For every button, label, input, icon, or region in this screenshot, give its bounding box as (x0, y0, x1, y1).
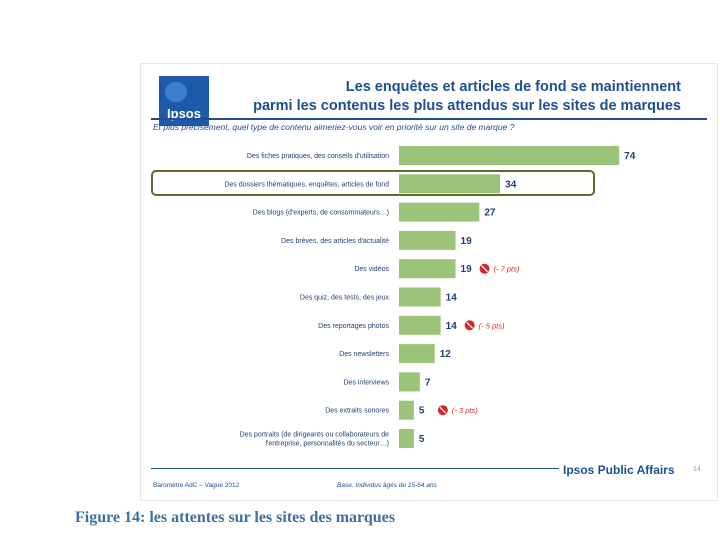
chart-title-line1: Les enquêtes et articles de fond se main… (345, 79, 681, 95)
logo-mark-icon (165, 82, 187, 102)
bar (399, 400, 414, 420)
value-label: 27 (484, 208, 496, 219)
bar (399, 372, 420, 392)
value-label: 74 (624, 151, 636, 162)
figure-caption: Figure 14: les attentes sur les sites de… (75, 509, 395, 526)
category-label: Des portraits (de dirigeants ou collabor… (240, 432, 390, 448)
value-label: 5 (419, 406, 425, 417)
category-label: Des vidéos (354, 266, 389, 273)
value-label: 5 (419, 434, 425, 445)
category-label: Des extraits sonores (325, 408, 389, 415)
decrease-icon-stroke (439, 406, 447, 414)
value-label: 12 (440, 349, 452, 360)
logo-text: Ipsos (167, 106, 201, 121)
decrease-icon-stroke (466, 321, 474, 329)
chart-slide: Ipsos Les enquêtes et articles de fond s… (140, 63, 718, 501)
bar (399, 174, 501, 194)
bar-chart: Des fiches pratiques, des conseils d'uti… (224, 146, 636, 448)
bar (399, 202, 480, 222)
decrease-icon-stroke (481, 265, 488, 273)
value-label: 19 (461, 264, 473, 275)
value-label: 7 (425, 377, 431, 388)
bar (399, 230, 456, 250)
chart-title-line2: parmi les contenus les plus attendus sur… (253, 98, 681, 114)
footer-base: Base: Individus âgés de 15-64 ans (337, 482, 437, 489)
bar (399, 259, 456, 279)
chart-title: Les enquêtes et articles de fond se main… (221, 78, 681, 116)
category-label: Des blogs (d'experts, de consommateurs…) (253, 210, 389, 217)
annotation-label: (- 3 pts) (452, 406, 478, 415)
category-label: Des interviews (343, 379, 389, 386)
bar (399, 287, 441, 307)
title-divider (151, 118, 707, 120)
bar (399, 315, 441, 335)
value-label: 14 (446, 293, 458, 304)
footer-source: Baromètre AdC – Vague 2012 (153, 482, 240, 489)
category-label: Des reportages photos (318, 323, 389, 330)
category-label: Des dossiers thématiques, enquêtes, arti… (224, 181, 389, 188)
footer-brand: Ipsos Public Affairs (563, 463, 675, 477)
ipsos-logo: Ipsos (159, 76, 209, 126)
category-label: Des quiz, des tests, des jeux (300, 295, 390, 302)
highlight-frame (151, 170, 595, 196)
category-label: Des brèves, des articles d'actualité (281, 238, 389, 245)
value-label: 34 (505, 179, 517, 190)
value-label: 14 (446, 321, 458, 332)
annotation-label: (- 5 pts) (479, 321, 505, 330)
chart-subtitle: Et plus précisément, quel type de conten… (153, 122, 515, 132)
bar (399, 344, 435, 364)
page-number: 14 (693, 466, 701, 473)
annotation-label: (- 7 pts) (494, 265, 520, 274)
category-label: Des fiches pratiques, des conseils d'uti… (247, 153, 389, 160)
bar (399, 146, 620, 165)
category-label: Des newsletters (339, 351, 389, 358)
footer-divider (151, 468, 559, 469)
value-label: 19 (461, 236, 473, 247)
bar (399, 429, 414, 448)
